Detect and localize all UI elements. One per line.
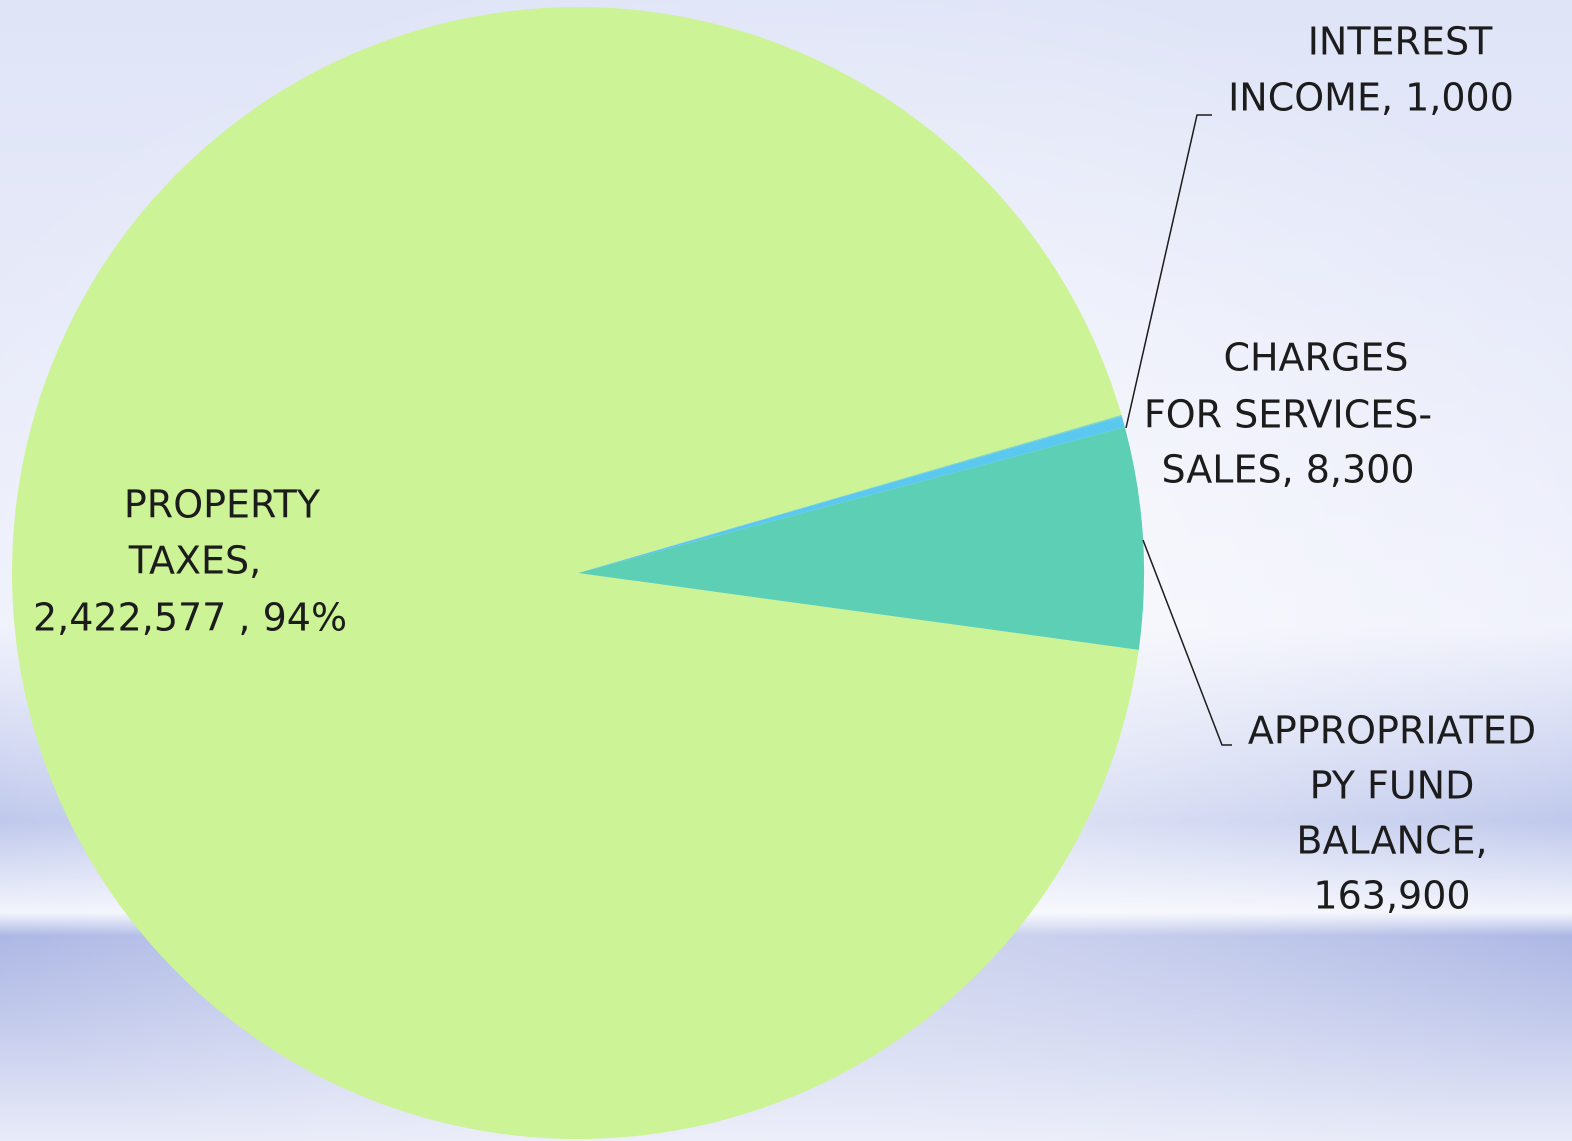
pie-slice bbox=[578, 414, 1122, 573]
data-label: PROPERTY bbox=[124, 483, 321, 527]
data-label: APPROPRIATED bbox=[1248, 709, 1536, 753]
data-label: 163,900 bbox=[1313, 874, 1470, 918]
data-label: 2,422,577 , 94% bbox=[33, 596, 347, 640]
leader-line bbox=[1142, 539, 1232, 746]
data-label: TAXES, bbox=[128, 539, 262, 583]
data-label: INTEREST bbox=[1308, 20, 1493, 64]
leader-line bbox=[1125, 114, 1212, 429]
data-label: CHARGES bbox=[1223, 336, 1408, 380]
pie bbox=[11, 6, 1145, 1139]
data-label: BALANCE, bbox=[1296, 819, 1487, 863]
data-label: INCOME, 1,000 bbox=[1228, 76, 1514, 120]
pie-slice bbox=[11, 6, 1139, 1139]
data-label: FOR SERVICES- bbox=[1144, 393, 1432, 437]
data-labels: PROPERTY TAXES, 2,422,577 , 94% INTEREST INC… bbox=[33, 20, 1536, 918]
data-label: PY FUND bbox=[1310, 764, 1475, 808]
pie-slice bbox=[578, 416, 1125, 573]
pie-slice bbox=[578, 427, 1145, 650]
data-label: SALES, 8,300 bbox=[1161, 448, 1414, 492]
